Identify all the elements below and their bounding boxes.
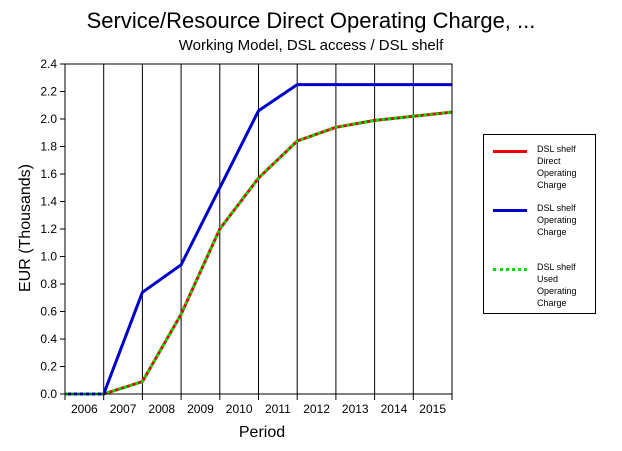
legend-label: DSL shelf Used Operating Charge <box>537 262 577 308</box>
x-tick-label: 2014 <box>381 402 408 416</box>
y-tick-label: 1.6 <box>40 167 57 181</box>
series-lines <box>65 83 453 396</box>
y-tick-label: 1.8 <box>40 140 57 154</box>
y-axis-label: EUR (Thousands) <box>17 163 34 293</box>
y-tick-label: 1.0 <box>40 250 57 264</box>
y-tick-label: 0.6 <box>40 305 57 319</box>
y-tick-label: 1.4 <box>40 195 57 209</box>
legend-label: DSL shelf Direct Operating Charge <box>537 144 577 190</box>
series-line-2 <box>65 83 452 396</box>
x-tick-label: 2010 <box>226 402 253 416</box>
grid <box>103 64 414 394</box>
x-tick-label: 2015 <box>419 402 446 416</box>
y-tick-label: 2.4 <box>40 57 57 71</box>
x-tick-label: 2006 <box>71 402 98 416</box>
x-tick-label: 2008 <box>148 402 175 416</box>
y-tick-label: 2.2 <box>40 85 57 99</box>
legend-swatch-red <box>493 150 527 153</box>
y-tick-label: 0.2 <box>40 360 57 374</box>
y-tick-label: 0.8 <box>40 277 57 291</box>
chart-title: Service/Resource Direct Operating Charge… <box>86 8 536 33</box>
x-tick-label: 2007 <box>110 402 137 416</box>
x-tick-label: 2009 <box>187 402 214 416</box>
series-line-3 <box>65 110 453 396</box>
x-tick-label: 2011 <box>265 402 291 416</box>
x-axis-label: Period <box>238 424 286 441</box>
y-tick-label: 1.2 <box>40 222 57 236</box>
x-tick-label: 2013 <box>342 402 369 416</box>
legend-label: DSL shelf Operating Charge <box>537 203 577 237</box>
chart-subtitle: Working Model, DSL access / DSL shelf <box>178 37 444 54</box>
legend-swatch-blue <box>493 209 527 212</box>
y-tick-label: 0.0 <box>40 387 57 401</box>
y-tick-label: 0.4 <box>40 332 57 346</box>
legend-swatch-green <box>493 268 527 271</box>
legend: DSL shelf Direct Operating Charge DSL sh… <box>483 134 596 314</box>
x-tick-label: 2012 <box>303 402 330 416</box>
axes: 0.0 0.2 0.4 0.6 0.8 1.0 1.2 1.4 1.6 1.8 2.0 2.2 2.4 2… <box>40 57 453 416</box>
y-tick-label: 2.0 <box>40 112 57 126</box>
